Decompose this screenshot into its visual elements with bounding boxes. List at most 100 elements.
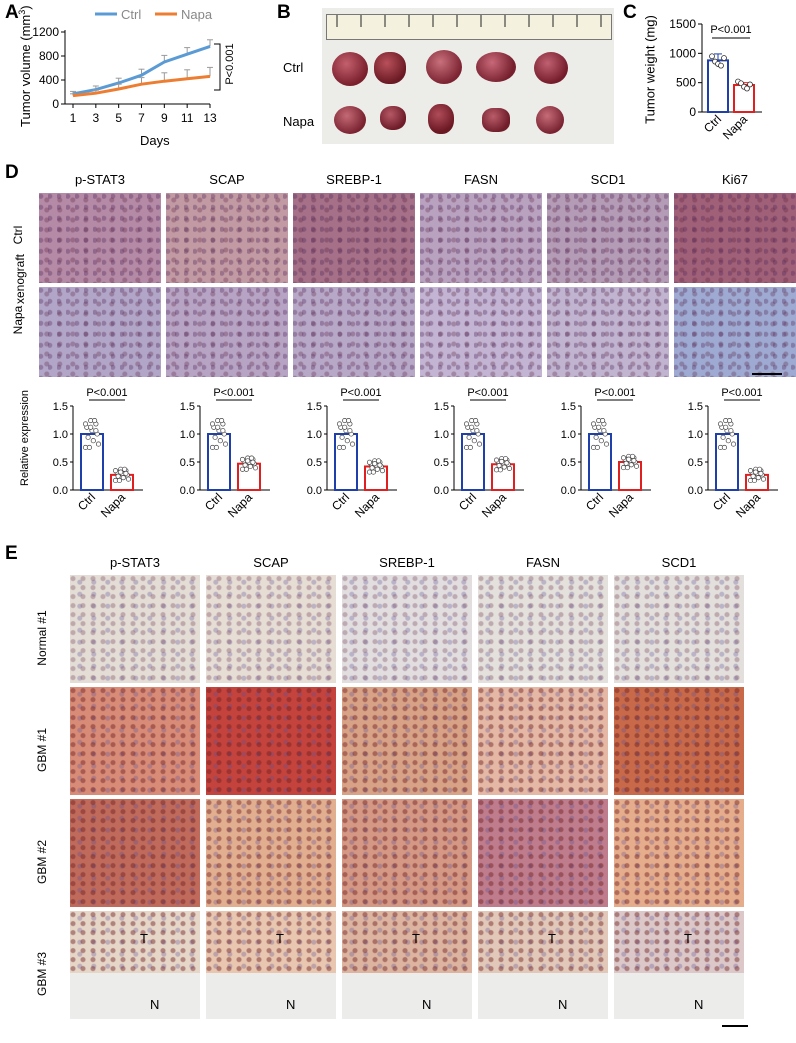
tumor-napa-4 xyxy=(482,108,510,132)
x-tick-label: 3 xyxy=(92,111,99,125)
data-point xyxy=(751,477,757,484)
data-point xyxy=(369,465,375,471)
ihc-tile-napa-ki67 xyxy=(674,287,796,377)
data-point xyxy=(474,428,480,434)
ihc-tile-ctrl-ki67 xyxy=(674,193,796,283)
pvalue-text: P<0.001 xyxy=(86,387,127,399)
ihc-tile-gbm-1-p-stat3 xyxy=(70,687,200,795)
data-point xyxy=(340,444,346,450)
y-tick-label: 0.0 xyxy=(180,485,195,497)
pvalue-text: P<0.001 xyxy=(721,387,762,399)
data-point xyxy=(220,428,226,434)
data-point xyxy=(590,421,597,427)
data-point xyxy=(760,476,767,482)
tumor-ctrl-1 xyxy=(332,52,368,86)
data-point xyxy=(626,456,632,462)
scale-bar-d xyxy=(752,373,782,375)
y-tick-label: 1.5 xyxy=(307,401,322,413)
bar-ctrl xyxy=(707,59,729,113)
data-point xyxy=(471,438,477,444)
data-point xyxy=(466,434,472,440)
data-point xyxy=(115,473,121,479)
panel-e-row-label: GBM #3 xyxy=(35,952,49,997)
data-point xyxy=(213,444,219,450)
marker-t: T xyxy=(276,931,284,946)
bar-ctrl xyxy=(80,433,104,491)
data-point xyxy=(123,470,129,477)
data-point xyxy=(245,458,251,464)
ihc-tile-normal-1-srebp-1 xyxy=(342,575,472,683)
panel-d-row-napa: Napa xyxy=(11,305,25,335)
data-point xyxy=(598,438,604,444)
pvalue-text: P<0.001 xyxy=(710,24,751,36)
category-label: Napa xyxy=(225,490,255,520)
x-tick-label: 11 xyxy=(181,111,194,125)
tumor-napa-3 xyxy=(428,104,454,134)
data-point xyxy=(372,461,378,467)
y-tick-label: 500 xyxy=(676,76,696,90)
panel-d-column-fasn: FASN xyxy=(464,172,498,187)
data-point xyxy=(347,428,353,434)
bar-ctrl xyxy=(461,433,485,491)
panel-c-ylabel: Tumor weight (mg) xyxy=(642,15,658,124)
tumor-napa-2 xyxy=(380,106,406,130)
data-point xyxy=(603,441,610,447)
panel-letter-a: A xyxy=(5,2,19,23)
scale-bar-e xyxy=(722,1025,748,1027)
ihc-tile-gbm-1-scap xyxy=(206,687,336,795)
tumor-napa-5 xyxy=(536,106,564,134)
data-point xyxy=(212,434,218,440)
y-tick-label: 0.5 xyxy=(307,457,322,469)
panel-d-bar-chart-scap: 0.0 0.5 1.0 1.5 Ctrl Napa P<0.001 xyxy=(180,387,270,520)
data-point xyxy=(469,424,475,430)
bar-ctrl xyxy=(715,433,739,491)
pvalue-text: P<0.001 xyxy=(467,387,508,399)
y-tick-label: 1.5 xyxy=(561,401,576,413)
panel-b-row-napa: Napa xyxy=(283,114,315,129)
data-point xyxy=(501,464,507,470)
normal-tissue-region xyxy=(614,973,744,1019)
panel-d-bar-chart-ki67: 0.0 0.5 1.0 1.5 Ctrl Napa P<0.001 xyxy=(688,387,778,520)
y-tick-label: 0 xyxy=(52,97,59,111)
category-label: Napa xyxy=(606,490,636,520)
panel-e-row-label: Normal #1 xyxy=(35,610,49,666)
panel-d-bar-chart-srebp-1: 0.0 0.5 1.0 1.5 Ctrl Napa P<0.001 xyxy=(307,387,397,520)
data-point xyxy=(593,434,599,440)
y-tick-label: 0.0 xyxy=(307,485,322,497)
data-point xyxy=(467,444,473,450)
marker-t: T xyxy=(548,931,556,946)
data-point xyxy=(623,460,629,466)
data-point xyxy=(725,438,731,444)
ruler xyxy=(326,14,612,40)
tumor-photo xyxy=(322,8,614,144)
data-point xyxy=(730,441,737,447)
x-tick-label: 13 xyxy=(203,111,217,125)
data-point xyxy=(496,463,502,469)
data-point xyxy=(379,468,386,474)
panel-e-column-fasn: FASN xyxy=(526,555,560,570)
data-point xyxy=(717,421,724,427)
data-point xyxy=(624,465,630,471)
data-point xyxy=(217,438,223,444)
y-tick-label: 1500 xyxy=(669,17,696,31)
data-point xyxy=(747,468,754,474)
data-point xyxy=(242,462,248,468)
legend-label-napa: Napa xyxy=(181,7,213,22)
ihc-tile-napa-p-stat3 xyxy=(39,287,161,377)
data-point xyxy=(493,457,500,463)
bar-ctrl xyxy=(334,433,358,491)
normal-tissue-region xyxy=(342,973,472,1019)
pvalue-text: P<0.001 xyxy=(594,387,635,399)
data-point xyxy=(374,466,380,472)
data-point xyxy=(122,466,128,472)
data-point xyxy=(85,434,91,440)
y-tick-label: 1.0 xyxy=(307,429,322,441)
panel-e-row-label: GBM #2 xyxy=(35,840,49,885)
data-point xyxy=(721,444,727,450)
data-point xyxy=(252,465,259,471)
y-tick-label: 400 xyxy=(39,73,59,87)
data-point xyxy=(718,62,724,69)
